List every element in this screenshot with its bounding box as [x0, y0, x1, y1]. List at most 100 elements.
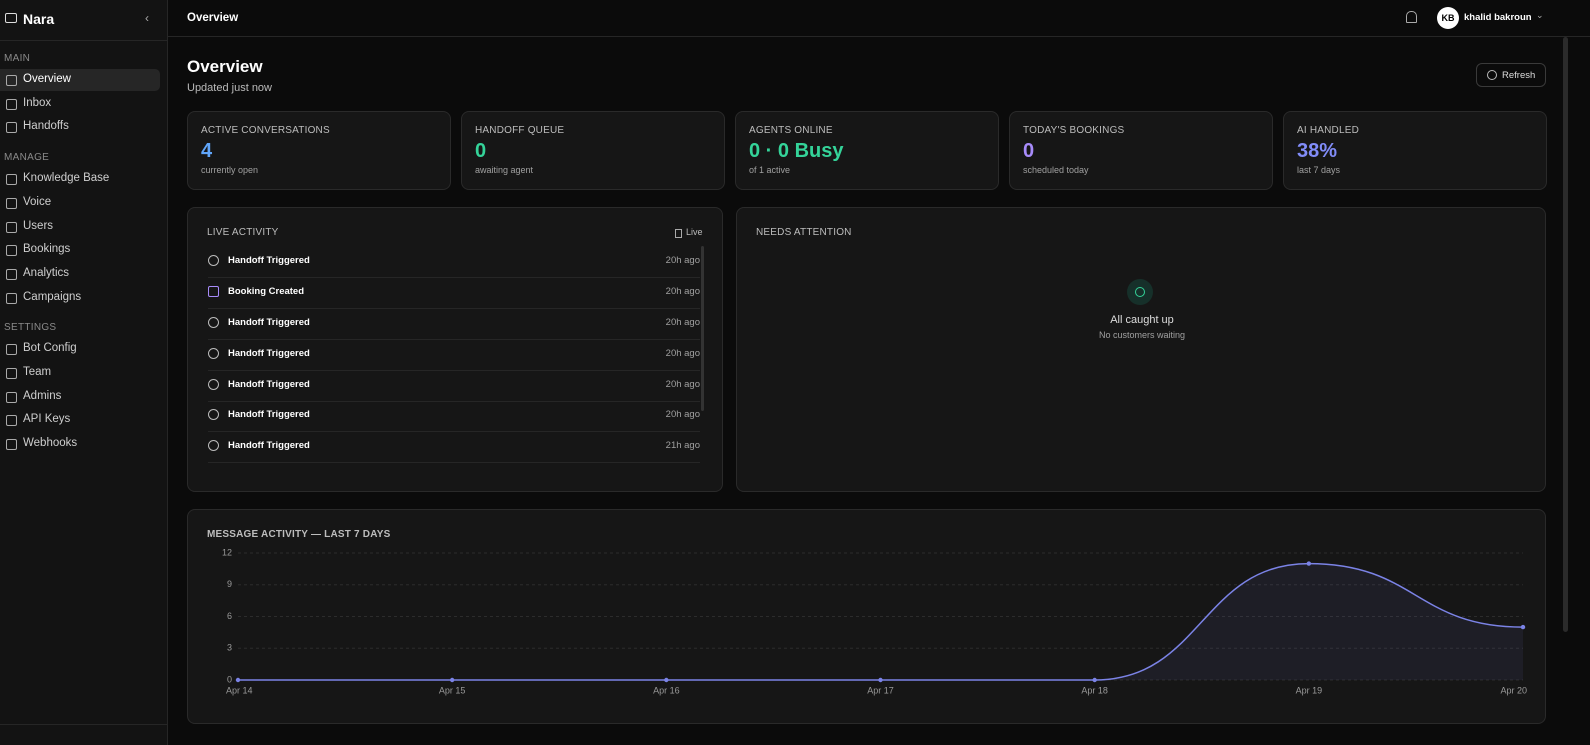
nav-icon: [6, 391, 17, 403]
stat-value: 0: [1023, 140, 1035, 162]
live-badge: Live: [686, 227, 703, 237]
nav-item[interactable]: Handoffs: [0, 116, 160, 138]
collapse-button[interactable]: ‹: [145, 11, 149, 25]
scrollbar: [1563, 37, 1568, 632]
event-type: Booking Created: [228, 286, 305, 297]
activity-row[interactable]: Handoff Triggered 20h ago: [208, 339, 700, 371]
activity-row[interactable]: Handoff Triggered 20h ago: [208, 308, 700, 340]
nav-label: Overview: [23, 73, 71, 85]
stat-sub: currently open: [201, 165, 259, 175]
stat-value: 0 · 0 Busy: [749, 140, 844, 162]
divider: [0, 40, 167, 41]
stat-label: TODAY'S BOOKINGS: [1023, 125, 1125, 136]
nav-item[interactable]: Team: [0, 362, 160, 384]
refresh-label: Refresh: [1502, 70, 1536, 81]
sidebar: Nara ‹ MAIN Overview Inbox Handoffs MANAGE Kn…: [0, 0, 168, 745]
event-time: 20h ago: [665, 379, 700, 390]
nav-icon: [6, 174, 17, 186]
brand-icon: [5, 13, 17, 23]
event-type: Handoff Triggered: [228, 317, 310, 328]
stat-sub: of 1 active: [749, 165, 791, 175]
nav-label: Handoffs: [23, 120, 69, 133]
nav-item[interactable]: API Keys: [0, 409, 160, 431]
activity-row[interactable]: Handoff Triggered 21h ago: [208, 431, 700, 463]
nav-label: Team: [23, 366, 52, 378]
nav-item[interactable]: Bookings: [0, 239, 160, 261]
page-subtitle: Updated just now: [187, 82, 272, 94]
activity-row[interactable]: Handoff Triggered 20h ago: [208, 246, 700, 278]
nav-label: Webhooks: [23, 437, 78, 450]
nav-label: Admins: [23, 389, 62, 402]
stat-card: HANDOFF QUEUE 0 awaiting agent: [461, 111, 725, 190]
event-time: 20h ago: [665, 409, 700, 420]
nav-icon: [6, 221, 17, 233]
card-title: LIVE ACTIVITY: [207, 227, 279, 238]
live-icon: [675, 229, 682, 238]
chart-card: MESSAGE ACTIVITY — LAST 7 DAYS: [187, 509, 1546, 724]
event-type: Handoff Triggered: [228, 379, 310, 390]
avatar[interactable]: KB: [1437, 7, 1459, 29]
event-time: 21h ago: [665, 440, 700, 451]
nav-item[interactable]: Voice: [0, 192, 160, 214]
stat-card: TODAY'S BOOKINGS 0 scheduled today: [1009, 111, 1273, 190]
stat-sub: scheduled today: [1023, 165, 1089, 175]
activity-row[interactable]: Handoff Triggered 20h ago: [208, 400, 700, 432]
header-title: Overview: [187, 12, 239, 24]
user-name[interactable]: khalid bakroun: [1464, 12, 1532, 23]
event-type: Handoff Triggered: [228, 348, 310, 359]
stat-label: AI HANDLED: [1297, 125, 1360, 136]
stat-card: ACTIVE CONVERSATIONS 4 currently open: [187, 111, 451, 190]
section-label: SETTINGS: [4, 322, 57, 334]
nav-label: Voice: [23, 195, 52, 208]
nav-icon: [6, 292, 17, 304]
stat-value: 38%: [1297, 140, 1338, 162]
live-activity-card: LIVE ACTIVITY Live Handoff Triggered 20h …: [187, 207, 723, 492]
nav-item[interactable]: Admins: [0, 386, 160, 408]
nav-item[interactable]: Knowledge Base: [0, 168, 160, 190]
nav-item[interactable]: Analytics: [0, 263, 160, 285]
nav-item[interactable]: Campaigns: [0, 287, 160, 309]
nav-icon: [6, 415, 17, 427]
nav-item[interactable]: Inbox: [0, 93, 160, 115]
nav-label: Knowledge Base: [23, 172, 110, 185]
event-time: 20h ago: [665, 286, 700, 297]
nav-label: Users: [23, 219, 54, 232]
refresh-icon: [1487, 70, 1497, 80]
activity-row[interactable]: Booking Created 20h ago: [208, 277, 700, 309]
nav-icon: [6, 368, 17, 379]
nav-label: Campaigns: [23, 290, 82, 303]
nav-label: Bookings: [23, 243, 71, 256]
check-icon: [1127, 279, 1153, 305]
stat-value: 0: [475, 140, 487, 162]
stat-value: 4: [201, 140, 213, 162]
stat-card: AI HANDLED 38% last 7 days: [1283, 111, 1547, 190]
nav-item[interactable]: Webhooks: [0, 433, 160, 455]
nav-item[interactable]: Bot Config: [0, 338, 160, 360]
nav-icon: [6, 268, 17, 280]
event-type: Handoff Triggered: [228, 440, 310, 451]
stat-sub: last 7 days: [1297, 165, 1341, 175]
section-label: MANAGE: [4, 152, 50, 164]
chart-title: MESSAGE ACTIVITY — LAST 7 DAYS: [207, 529, 391, 540]
section-label: MAIN: [4, 53, 31, 64]
event-time: 20h ago: [665, 348, 700, 359]
nav-icon: [6, 197, 17, 209]
stat-label: HANDOFF QUEUE: [475, 125, 565, 136]
scrollbar: [701, 246, 704, 411]
bell-icon[interactable]: [1406, 11, 1417, 23]
divider: [0, 724, 167, 725]
refresh-button[interactable]: Refresh: [1476, 63, 1546, 87]
page-title: Overview: [187, 57, 263, 76]
event-type: Handoff Triggered: [228, 255, 310, 266]
stat-label: ACTIVE CONVERSATIONS: [201, 125, 330, 136]
nav-icon: [6, 344, 17, 356]
stat-card: AGENTS ONLINE 0 · 0 Busy of 1 active: [735, 111, 999, 190]
nav-item[interactable]: Users: [0, 216, 160, 238]
stat-label: AGENTS ONLINE: [749, 125, 833, 136]
user-menu-caret[interactable]: ⌄: [1536, 10, 1544, 20]
nav-icon: [6, 245, 17, 257]
activity-row[interactable]: Handoff Triggered 20h ago: [208, 370, 700, 402]
nav-icon: [6, 75, 17, 86]
nav-item[interactable]: Overview: [0, 69, 160, 91]
